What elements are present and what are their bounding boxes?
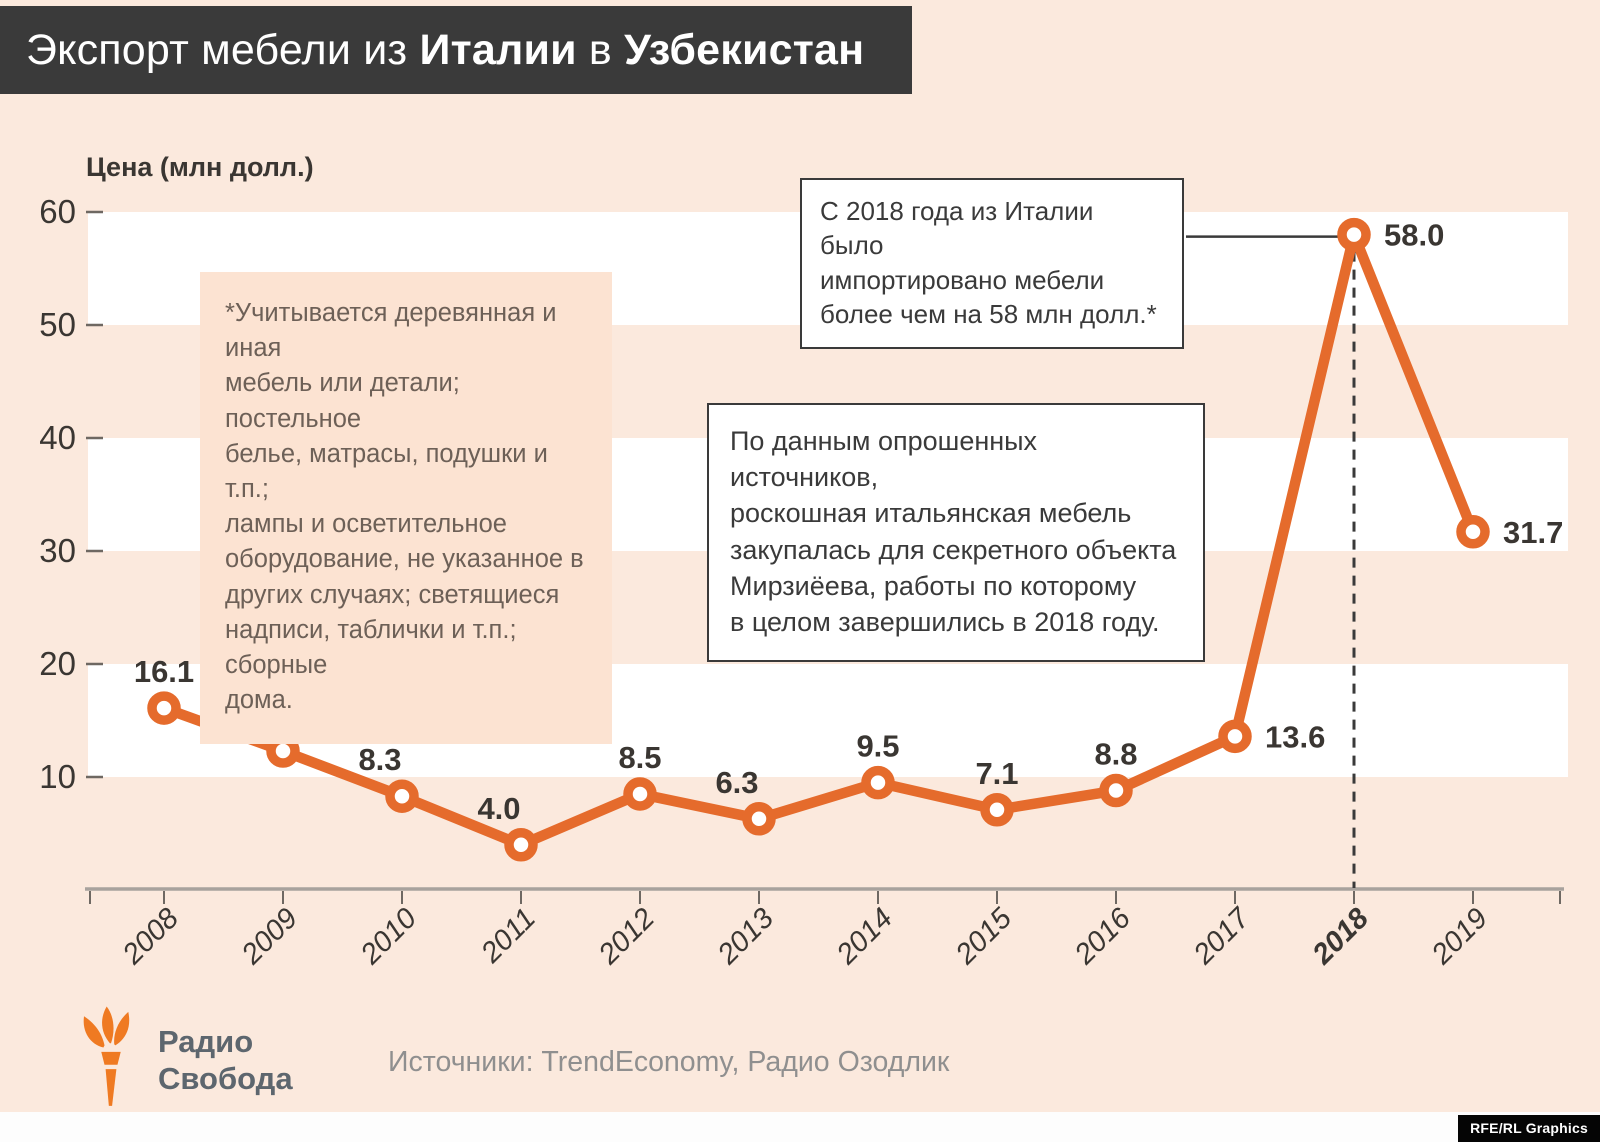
data-point-marker xyxy=(742,802,776,836)
year-label: 2008 xyxy=(116,902,185,971)
data-point-marker xyxy=(1337,217,1371,252)
credit-badge: RFE/RL Graphics xyxy=(1458,1115,1600,1142)
data-point-marker xyxy=(1099,773,1133,808)
title-bold-italy: Италии xyxy=(419,25,577,74)
callout-sources-info: По данным опрошенных источников, роскошн… xyxy=(707,403,1205,663)
bottom-strip xyxy=(0,1112,1600,1142)
y-tick-label: 40 xyxy=(39,419,76,456)
y-tick-label: 10 xyxy=(39,758,76,795)
year-label: 2016 xyxy=(1068,902,1138,972)
year-label: 2014 xyxy=(830,902,899,971)
title-regular-1: Экспорт мебели из xyxy=(26,25,420,74)
data-point-label: 7.1 xyxy=(975,756,1018,791)
data-point-label: 16.1 xyxy=(134,654,194,689)
year-label: 2011 xyxy=(475,902,542,969)
year-label: 2019 xyxy=(1425,902,1494,971)
data-point-marker xyxy=(1218,719,1252,754)
title-regular-2: в xyxy=(576,25,625,74)
year-label: 2015 xyxy=(949,902,1019,972)
title-bold-uzbekistan: Узбекистан xyxy=(624,25,865,74)
data-point-marker xyxy=(385,779,419,813)
series-line xyxy=(158,229,1479,851)
data-point-label: 4.0 xyxy=(477,791,520,826)
data-point-marker xyxy=(147,691,181,725)
footnote-box: *Учитывается деревянная и иная мебель ил… xyxy=(200,272,612,745)
year-label: 2013 xyxy=(711,902,780,971)
y-axis-title: Цена (млн долл.) xyxy=(86,152,314,182)
year-label: 2018 xyxy=(1306,902,1376,972)
page-title: Экспорт мебели из Италии в Узбекистан xyxy=(0,26,864,75)
year-label: 2017 xyxy=(1187,901,1257,971)
y-tick-label: 20 xyxy=(39,645,76,682)
data-point-label: 9.5 xyxy=(856,729,899,764)
callout-2018-peak: С 2018 года из Италии было импортировано… xyxy=(800,178,1184,350)
year-label: 2012 xyxy=(592,902,661,971)
header-banner: Экспорт мебели из Италии в Узбекистан xyxy=(0,6,912,94)
data-point-label: 58.0 xyxy=(1384,218,1444,253)
y-tick-label: 50 xyxy=(39,306,76,343)
year-label: 2010 xyxy=(354,902,423,971)
logo-line-1: Радио xyxy=(158,1024,254,1059)
data-point-marker xyxy=(1456,515,1490,549)
data-point-label: 6.3 xyxy=(715,765,758,800)
data-point-marker xyxy=(623,777,657,811)
torch-icon xyxy=(83,1006,130,1106)
year-label: 2009 xyxy=(235,902,304,971)
data-point-marker xyxy=(861,765,895,800)
radio-svoboda-logo: Радио Свобода xyxy=(78,1000,293,1108)
logo-wordmark: Радио Свобода xyxy=(158,1024,293,1097)
y-tick-label: 30 xyxy=(39,532,76,569)
data-point-marker xyxy=(504,828,538,862)
data-point-label: 8.3 xyxy=(358,742,401,777)
sources-text: Источники: TrendEconomy, Радио Озодлик xyxy=(388,1046,950,1078)
data-point-label: 13.6 xyxy=(1265,719,1325,754)
y-tick-label: 60 xyxy=(39,193,76,230)
data-point-label: 8.5 xyxy=(618,740,661,775)
data-point-label: 31.7 xyxy=(1503,515,1563,550)
logo-line-2: Свобода xyxy=(158,1060,293,1096)
data-point-marker xyxy=(980,793,1014,827)
data-point-label: 8.8 xyxy=(1094,737,1137,772)
